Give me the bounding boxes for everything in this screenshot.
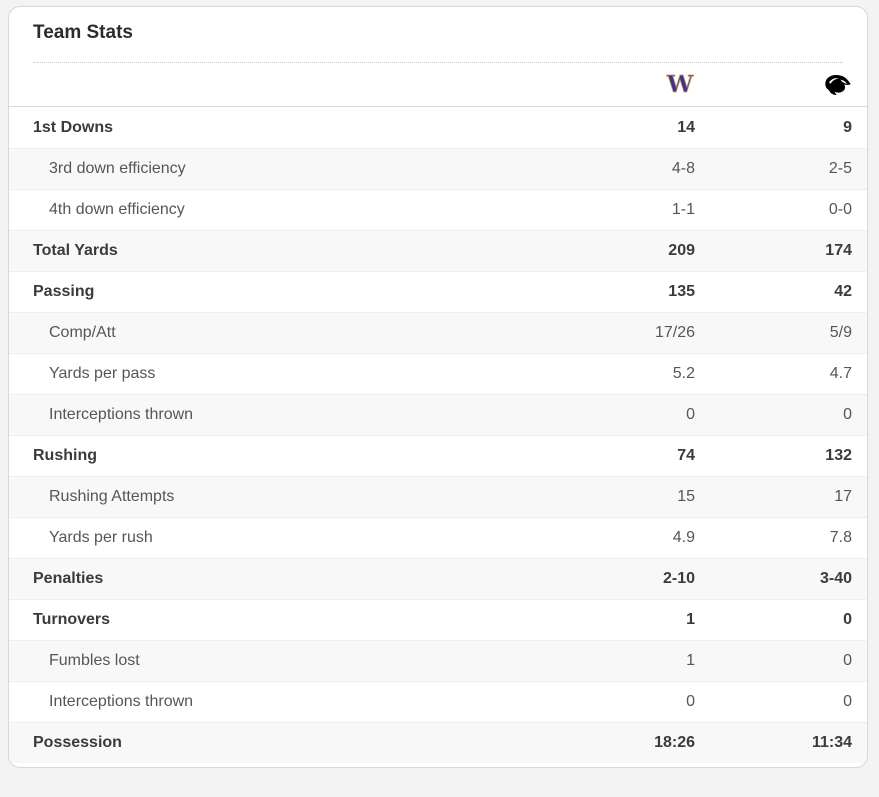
row-value-iowa: 4.7 <box>829 365 852 382</box>
table-row: Yards per rush 4.9 7.8 <box>9 517 867 558</box>
row-value-iowa: 11:34 <box>811 734 852 751</box>
row-value-washington: 0 <box>686 693 695 710</box>
row-label: Fumbles lost <box>49 652 140 669</box>
table-row: Possession 18:26 11:34 <box>9 722 867 763</box>
stats-table-body: 1st Downs 14 9 3rd down efficiency 4-8 2… <box>9 107 867 763</box>
row-value-iowa: 3-40 <box>819 570 852 587</box>
row-label: Yards per rush <box>49 529 153 546</box>
table-row: Yards per pass 5.2 4.7 <box>9 353 867 394</box>
table-row: Total Yards 209 174 <box>9 230 867 271</box>
row-value-iowa: 9 <box>843 118 852 136</box>
row-label: Possession <box>33 734 122 751</box>
table-row: Turnovers 1 0 <box>9 599 867 640</box>
row-label: Yards per pass <box>49 365 156 382</box>
row-label: 4th down efficiency <box>49 201 185 218</box>
row-value-washington: 74 <box>677 447 695 464</box>
row-value-iowa: 132 <box>825 447 852 464</box>
table-row: Interceptions thrown 0 0 <box>9 681 867 722</box>
iowa-tigerhawk-logo-icon <box>825 74 851 95</box>
team-column-header-iowa <box>695 73 852 97</box>
row-value-washington: 14 <box>677 118 695 136</box>
table-row: Rushing Attempts 15 17 <box>9 476 867 517</box>
row-value-iowa: 0 <box>843 611 852 628</box>
row-value-washington: 4-8 <box>671 160 695 177</box>
row-label: Penalties <box>33 570 104 587</box>
table-row: Passing 135 42 <box>9 271 867 312</box>
team-stats-card: Team Stats W 1st Downs 14 9 3rd down eff… <box>8 6 868 768</box>
row-label: Passing <box>33 283 95 300</box>
row-label: Interceptions thrown <box>49 406 194 423</box>
row-value-iowa: 0 <box>843 652 852 669</box>
row-value-washington: 5.2 <box>672 365 695 382</box>
row-value-iowa: 7.8 <box>829 529 852 546</box>
table-header: W <box>9 63 867 107</box>
table-row: Fumbles lost 1 0 <box>9 640 867 681</box>
row-value-iowa: 5/9 <box>829 324 852 341</box>
washington-w-logo-icon: W <box>665 72 694 97</box>
row-value-washington: 2-10 <box>662 570 695 587</box>
row-value-iowa: 42 <box>834 283 852 300</box>
row-value-iowa: 174 <box>825 242 852 259</box>
row-value-washington: 15 <box>677 488 695 505</box>
row-value-washington: 0 <box>686 406 695 423</box>
row-value-washington: 135 <box>668 283 695 300</box>
row-value-iowa: 0 <box>843 693 852 710</box>
washington-logo-letter: W <box>666 72 694 97</box>
table-row: Interceptions thrown 0 0 <box>9 394 867 435</box>
row-value-washington: 1 <box>686 611 695 628</box>
row-value-washington: 4.9 <box>672 529 695 546</box>
row-value-iowa: 0 <box>843 406 852 423</box>
row-value-iowa: 0-0 <box>828 201 852 218</box>
page-title: Team Stats <box>33 22 843 63</box>
row-label: Turnovers <box>33 611 111 628</box>
team-column-header-washington: W <box>538 72 695 97</box>
row-label: 3rd down efficiency <box>49 160 186 177</box>
row-value-iowa: 2-5 <box>828 160 852 177</box>
row-value-washington: 1 <box>686 652 695 669</box>
table-row: Comp/Att 17/26 5/9 <box>9 312 867 353</box>
row-label: Interceptions thrown <box>49 693 194 710</box>
row-label: Comp/Att <box>49 324 116 341</box>
row-label: Rushing Attempts <box>49 488 175 505</box>
row-label: Total Yards <box>33 242 118 259</box>
row-value-washington: 1-1 <box>671 201 695 218</box>
row-value-washington: 18:26 <box>654 734 695 751</box>
row-value-washington: 17/26 <box>654 324 695 341</box>
row-value-iowa: 17 <box>834 488 852 505</box>
row-value-washington: 209 <box>668 242 695 259</box>
table-row: 1st Downs 14 9 <box>9 107 867 148</box>
row-label: 1st Downs <box>33 118 114 136</box>
table-row: 4th down efficiency 1-1 0-0 <box>9 189 867 230</box>
table-row: Penalties 2-10 3-40 <box>9 558 867 599</box>
row-label: Rushing <box>33 447 97 464</box>
card-title-section: Team Stats <box>9 7 867 63</box>
table-row: Rushing 74 132 <box>9 435 867 476</box>
table-row: 3rd down efficiency 4-8 2-5 <box>9 148 867 189</box>
